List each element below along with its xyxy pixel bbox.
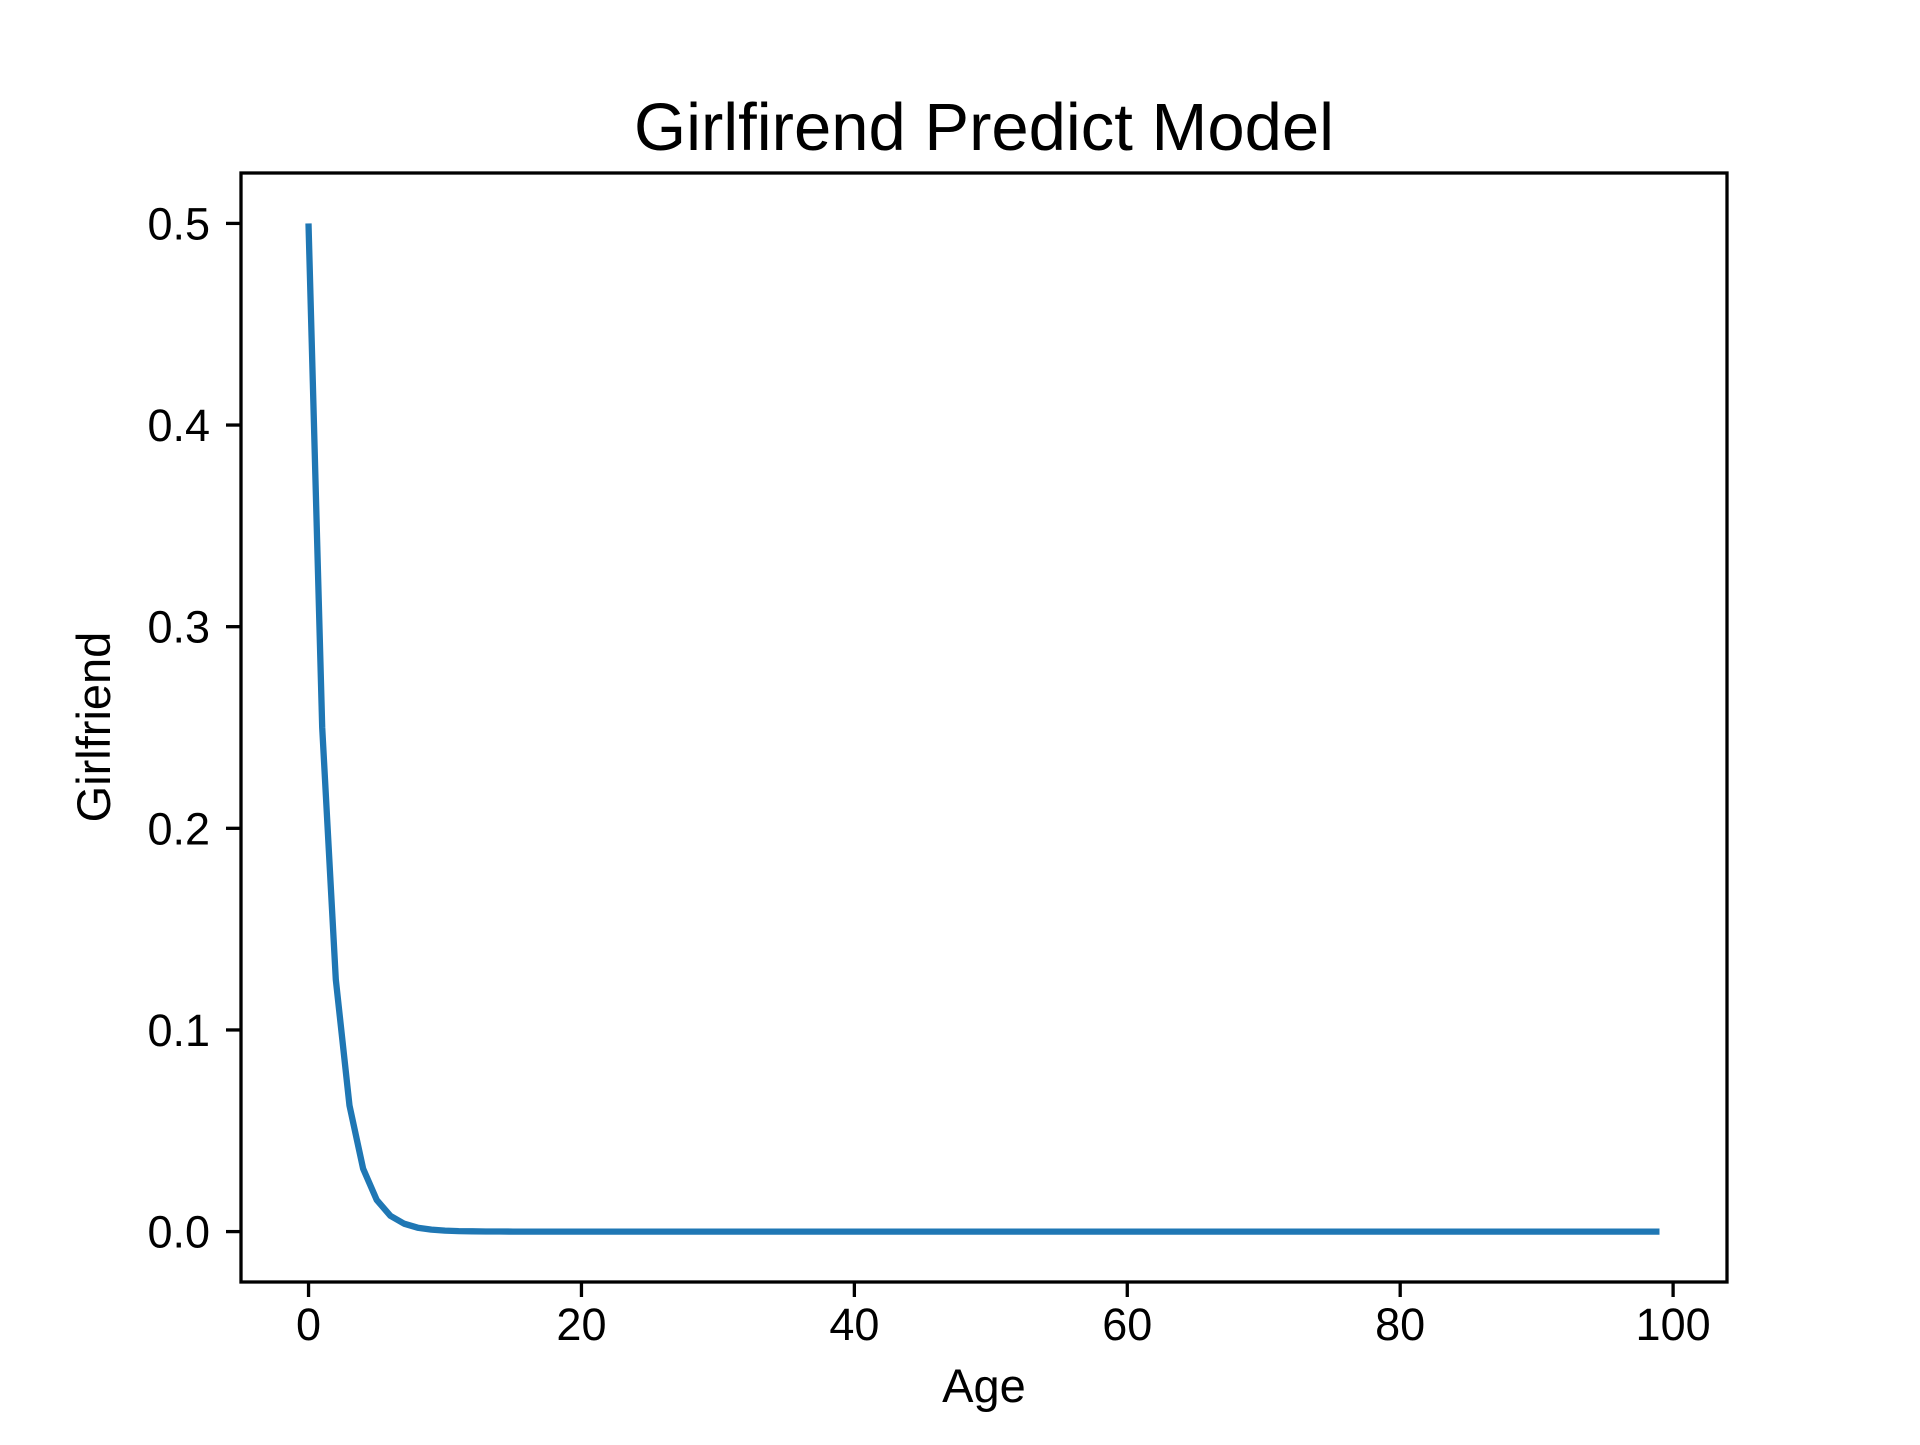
x-tick-label: 0	[296, 1299, 321, 1350]
y-tick-label: 0.4	[147, 400, 210, 451]
y-tick-label: 0.3	[147, 602, 210, 653]
x-tick-label: 60	[1102, 1299, 1152, 1350]
x-tick-label: 80	[1375, 1299, 1425, 1350]
y-tick-label: 0.1	[147, 1005, 210, 1056]
y-tick-label: 0.0	[147, 1207, 210, 1258]
x-tick-label: 20	[556, 1299, 606, 1350]
y-tick-label: 0.5	[147, 198, 210, 249]
y-axis-label: Girlfriend	[67, 632, 120, 823]
x-axis-label: Age	[942, 1359, 1026, 1412]
data-line	[305, 223, 1660, 1235]
x-tick-label: 40	[829, 1299, 879, 1350]
axes-border	[239, 171, 1729, 1284]
y-tick-label: 0.2	[147, 803, 210, 854]
plot-layer: 0 20 40 60 80 100 0.0 0.1 0.2 0.3 0.4 0.5	[147, 171, 1729, 1350]
chart-title: Girlfirend Predict Model	[634, 90, 1334, 165]
x-tick-label: 100	[1636, 1299, 1711, 1350]
